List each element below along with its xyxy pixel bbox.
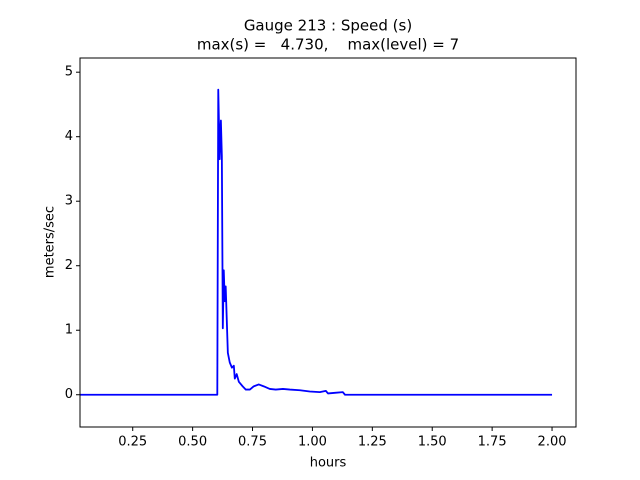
- x-tick-label: 0.25: [118, 435, 147, 450]
- y-tick-label: 1: [65, 323, 73, 338]
- x-tick-label: 1.25: [358, 435, 387, 450]
- x-axis-label: hours: [310, 456, 347, 471]
- x-tick-label: 0.75: [238, 435, 267, 450]
- x-tick-label: 1.50: [418, 435, 447, 450]
- x-tick-label: 1.75: [478, 435, 507, 450]
- plot-frame: [79, 57, 577, 428]
- chart-subtitle: max(s) = 4.730, max(level) = 7: [197, 36, 459, 54]
- x-tick-label: 2.00: [538, 435, 567, 450]
- x-tick-label: 1.00: [298, 435, 327, 450]
- data-line: [80, 88, 553, 396]
- y-axis-label: meters/sec: [43, 206, 58, 278]
- y-tick-label: 0: [65, 387, 73, 402]
- y-tick-label: 3: [65, 194, 73, 209]
- y-tick-label: 4: [65, 129, 73, 144]
- y-tick-label: 2: [65, 258, 73, 273]
- chart-title: Gauge 213 : Speed (s): [244, 17, 412, 35]
- x-tick-label: 0.50: [178, 435, 207, 450]
- y-tick-label: 5: [65, 65, 73, 80]
